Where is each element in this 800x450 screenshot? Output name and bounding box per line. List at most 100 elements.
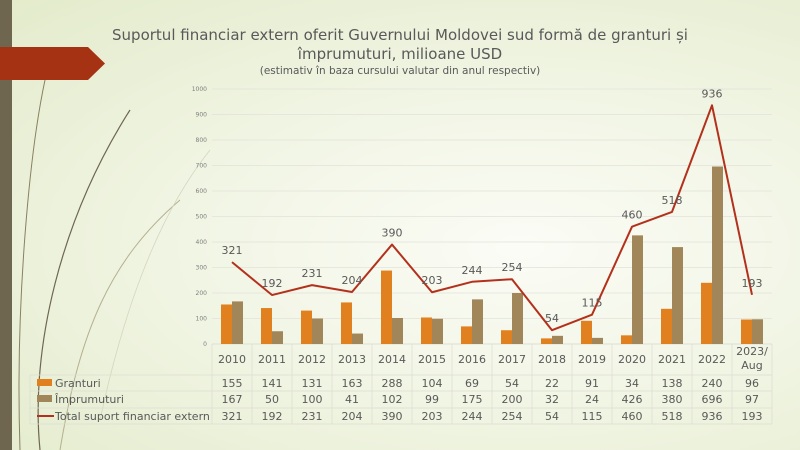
bar-granturi bbox=[501, 330, 512, 344]
x-tick-label: 2011 bbox=[258, 353, 286, 366]
table-cell: 460 bbox=[622, 410, 643, 423]
table-cell: 141 bbox=[262, 377, 283, 390]
table-cell: 204 bbox=[342, 410, 363, 423]
table-cell: 193 bbox=[742, 410, 763, 423]
table-cell: 34 bbox=[625, 377, 639, 390]
table-cell: 936 bbox=[702, 410, 723, 423]
sidebar-stripe bbox=[0, 0, 12, 450]
table-cell: 131 bbox=[302, 377, 323, 390]
bar-granturi bbox=[341, 302, 352, 344]
legend-label: Granturi bbox=[55, 377, 101, 390]
table-cell: 32 bbox=[545, 393, 559, 406]
data-label-total: 321 bbox=[222, 244, 243, 257]
x-tick-label: 2014 bbox=[378, 353, 406, 366]
y-tick-label: 700 bbox=[196, 163, 208, 170]
y-tick-label: 500 bbox=[196, 214, 208, 221]
data-label-total: 193 bbox=[742, 277, 763, 290]
bar-imprumuturi bbox=[352, 333, 363, 344]
x-tick-label: 2023/Aug bbox=[736, 345, 768, 372]
y-tick-label: 600 bbox=[196, 188, 208, 195]
x-tick-label: 2022 bbox=[698, 353, 726, 366]
chart-subtitle: (estimativ în baza cursului valutar din … bbox=[259, 65, 541, 77]
legend-label: Total suport financiar extern bbox=[54, 410, 210, 423]
data-label-total: 192 bbox=[262, 277, 283, 290]
x-tick-label: 2021 bbox=[658, 353, 686, 366]
x-tick-label: 2020 bbox=[618, 353, 646, 366]
y-tick-label: 200 bbox=[196, 290, 208, 297]
bar-granturi bbox=[701, 282, 712, 344]
y-tick-label: 0 bbox=[203, 341, 207, 348]
y-tick-label: 300 bbox=[196, 265, 208, 272]
table-cell: 288 bbox=[382, 377, 403, 390]
bar-imprumuturi bbox=[432, 318, 443, 344]
table-cell: 115 bbox=[582, 410, 603, 423]
bar-granturi bbox=[581, 320, 592, 344]
y-tick-label: 1000 bbox=[192, 86, 207, 93]
table-cell: 231 bbox=[302, 410, 323, 423]
table-cell: 163 bbox=[342, 377, 363, 390]
chart-title: Suportul financiar extern oferit Guvernu… bbox=[112, 26, 688, 63]
bar-imprumuturi bbox=[512, 293, 523, 344]
table-cell: 54 bbox=[505, 377, 519, 390]
x-tick-label: 2017 bbox=[498, 353, 526, 366]
x-tick-label: 2010 bbox=[218, 353, 246, 366]
bar-imprumuturi bbox=[752, 319, 763, 344]
table-cell: 91 bbox=[585, 377, 599, 390]
bar-imprumuturi bbox=[712, 166, 723, 344]
table-cell: 254 bbox=[502, 410, 523, 423]
table-cell: 22 bbox=[545, 377, 559, 390]
table-cell: 50 bbox=[265, 393, 279, 406]
bar-granturi bbox=[741, 319, 752, 344]
table-cell: 175 bbox=[462, 393, 483, 406]
table-cell: 138 bbox=[662, 377, 683, 390]
table-cell: 240 bbox=[702, 377, 723, 390]
table-cell: 244 bbox=[462, 410, 483, 423]
table-cell: 696 bbox=[702, 393, 723, 406]
bar-granturi bbox=[461, 326, 472, 344]
y-tick-label: 400 bbox=[196, 239, 208, 246]
data-label-total: 254 bbox=[502, 261, 523, 274]
x-tick-label: 2019 bbox=[578, 353, 606, 366]
x-tick-label: 2018 bbox=[538, 353, 566, 366]
bar-granturi bbox=[261, 308, 272, 344]
y-tick-label: 800 bbox=[196, 137, 208, 144]
bar-granturi bbox=[221, 304, 232, 344]
data-label-total: 115 bbox=[582, 297, 603, 310]
table-cell: 69 bbox=[465, 377, 479, 390]
data-label-total: 203 bbox=[422, 274, 443, 287]
data-label-total: 518 bbox=[662, 194, 683, 207]
x-tick-label: 2015 bbox=[418, 353, 446, 366]
x-tick-label: 2012 bbox=[298, 353, 326, 366]
bar-imprumuturi bbox=[592, 337, 603, 344]
bar-granturi bbox=[301, 310, 312, 344]
bar-imprumuturi bbox=[232, 301, 243, 344]
legend-key-granturi bbox=[37, 379, 52, 386]
data-label-total: 390 bbox=[382, 227, 403, 240]
table-cell: 321 bbox=[222, 410, 243, 423]
bar-granturi bbox=[381, 270, 392, 344]
data-label-total: 54 bbox=[545, 312, 559, 325]
bar-imprumuturi bbox=[552, 335, 563, 344]
table-cell: 54 bbox=[545, 410, 559, 423]
title-arrow-banner bbox=[0, 47, 105, 80]
x-tick-label: 2013 bbox=[338, 353, 366, 366]
table-cell: 41 bbox=[345, 393, 359, 406]
bar-granturi bbox=[661, 308, 672, 344]
table-cell: 200 bbox=[502, 393, 523, 406]
data-label-total: 460 bbox=[622, 209, 643, 222]
table-cell: 100 bbox=[302, 393, 323, 406]
table-cell: 104 bbox=[422, 377, 443, 390]
bar-imprumuturi bbox=[472, 299, 483, 344]
bar-imprumuturi bbox=[312, 318, 323, 344]
y-tick-label: 100 bbox=[196, 316, 208, 323]
data-label-total: 936 bbox=[702, 87, 723, 100]
table-cell: 102 bbox=[382, 393, 403, 406]
table-cell: 99 bbox=[425, 393, 439, 406]
bar-imprumuturi bbox=[632, 235, 643, 344]
table-cell: 518 bbox=[662, 410, 683, 423]
legend-key-imprumuturi bbox=[37, 395, 52, 402]
bar-granturi bbox=[421, 317, 432, 344]
bar-granturi bbox=[621, 335, 632, 344]
